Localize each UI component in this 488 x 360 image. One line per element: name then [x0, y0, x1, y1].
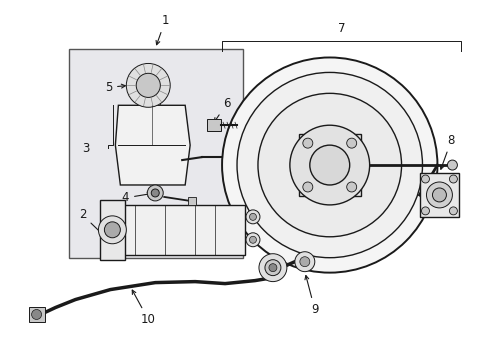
Text: 6: 6: [214, 97, 230, 122]
Circle shape: [299, 257, 309, 267]
Bar: [29, 306, 44, 323]
Circle shape: [98, 216, 126, 244]
Bar: [419, 173, 458, 217]
Text: 7: 7: [337, 22, 345, 35]
Circle shape: [289, 125, 369, 205]
Circle shape: [249, 236, 256, 243]
Bar: [188, 197, 196, 205]
Text: 2: 2: [79, 208, 109, 241]
Circle shape: [447, 160, 456, 170]
Circle shape: [421, 175, 428, 183]
Text: 8: 8: [439, 134, 454, 169]
Circle shape: [147, 185, 163, 201]
Circle shape: [448, 175, 456, 183]
Circle shape: [294, 252, 314, 272]
Text: 4: 4: [122, 192, 151, 204]
Circle shape: [426, 182, 451, 208]
Bar: [68, 49, 243, 258]
Text: 1: 1: [156, 14, 169, 45]
Circle shape: [245, 233, 260, 247]
Circle shape: [258, 93, 401, 237]
Circle shape: [104, 222, 120, 238]
Circle shape: [302, 138, 312, 148]
Circle shape: [264, 260, 280, 276]
Bar: [207, 119, 221, 131]
Circle shape: [237, 72, 422, 258]
Text: 9: 9: [305, 275, 318, 316]
Polygon shape: [120, 205, 244, 255]
Circle shape: [32, 310, 41, 319]
Circle shape: [302, 182, 312, 192]
Circle shape: [126, 63, 170, 107]
Circle shape: [259, 254, 286, 282]
Circle shape: [309, 145, 349, 185]
Circle shape: [448, 207, 456, 215]
Circle shape: [245, 210, 260, 224]
Bar: [298, 134, 360, 196]
Circle shape: [151, 189, 159, 197]
Circle shape: [268, 264, 276, 272]
Circle shape: [346, 182, 356, 192]
Polygon shape: [115, 105, 190, 185]
Polygon shape: [136, 88, 162, 105]
Text: 10: 10: [132, 290, 155, 326]
Circle shape: [431, 188, 446, 202]
Text: 3: 3: [81, 141, 89, 155]
Circle shape: [346, 138, 356, 148]
Circle shape: [136, 73, 160, 98]
Circle shape: [222, 58, 437, 273]
Polygon shape: [100, 200, 125, 260]
Circle shape: [249, 213, 256, 220]
Text: 5: 5: [104, 81, 125, 94]
Circle shape: [421, 207, 428, 215]
